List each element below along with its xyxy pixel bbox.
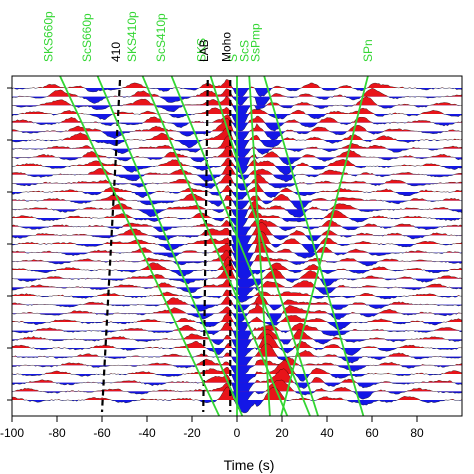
- x-axis-label: Time (s): [224, 457, 275, 473]
- phase-label-spn: SPn: [361, 39, 375, 62]
- trace-positive-fill: [12, 279, 462, 288]
- trace-positive-fill: [12, 157, 462, 166]
- phase-label-sspmp: SsPmp: [249, 23, 263, 62]
- phase-label-410: 410: [109, 42, 123, 62]
- x-tick-label: 20: [275, 426, 289, 440]
- x-tick-label: 40: [320, 426, 334, 440]
- x-tick-label: -20: [183, 426, 201, 440]
- trace-positive-fill: [12, 289, 462, 296]
- phase-label-sks410p: SKS410p: [125, 11, 139, 62]
- phase-label-sks660p: SKS660p: [42, 11, 56, 62]
- x-tick-label: -80: [48, 426, 66, 440]
- phase-curve-sks: [209, 76, 320, 416]
- x-tick-label: -60: [93, 426, 111, 440]
- phase-label-scs: ScS: [237, 40, 251, 62]
- x-tick-label: 0: [234, 426, 241, 440]
- phase-label-sks: SKS: [195, 38, 209, 62]
- trace-positive-fill: [12, 146, 462, 158]
- trace-positive-fill: [12, 199, 462, 210]
- phase-curve-sks660p: [58, 76, 221, 416]
- marker-line-lab: [202, 79, 209, 413]
- phase-curves: [58, 76, 369, 416]
- trace-positive-fill: [12, 193, 462, 201]
- phase-curve-spn: [280, 76, 369, 416]
- trace-positive-fill: [12, 96, 462, 106]
- trace-positive-fill: [12, 88, 462, 97]
- trace-positive-fill: [12, 360, 462, 374]
- trace-positive-fill: [12, 114, 462, 123]
- phase-label-scs660p: ScS660p: [80, 13, 94, 62]
- trace-positive-fill: [12, 79, 462, 88]
- phase-curve-scs660p: [96, 76, 244, 416]
- trace-positive-fill: [12, 242, 462, 253]
- phase-curve-scs: [248, 76, 271, 416]
- phase-curve-sspmp: [263, 76, 365, 416]
- phase-label-s: S: [226, 54, 240, 62]
- phase-labels: SKS660p ScS660p SKS410p ScS410p SKS SScSSsPmp…: [42, 11, 376, 62]
- phase-label-lab: LAB: [197, 39, 211, 62]
- y-axis-ticks: [7, 87, 12, 401]
- phase-label-scs410p: ScS410p: [154, 13, 168, 62]
- trace-positive-fill: [12, 127, 462, 140]
- phase-curve-scs410p: [170, 76, 312, 416]
- x-tick-label: 80: [410, 426, 424, 440]
- x-tick-label: -100: [0, 426, 24, 440]
- trace-positive-fill: [12, 264, 462, 279]
- marker-line-410: [100, 79, 122, 413]
- trace-positive-fill: [12, 386, 462, 400]
- trace-positive-fill: [12, 219, 462, 227]
- trace-positive-fill: [12, 256, 462, 270]
- trace-positive-fill: [12, 380, 462, 392]
- x-tick-label: -40: [138, 426, 156, 440]
- x-axis: -100 -80 -60 -40 -20 0 20 40 60 80: [0, 416, 424, 440]
- phase-label-moho: Moho: [219, 32, 233, 62]
- trace-negative-fill: [12, 174, 462, 182]
- x-tick-label: 60: [365, 426, 379, 440]
- trace-positive-fill: [12, 165, 462, 175]
